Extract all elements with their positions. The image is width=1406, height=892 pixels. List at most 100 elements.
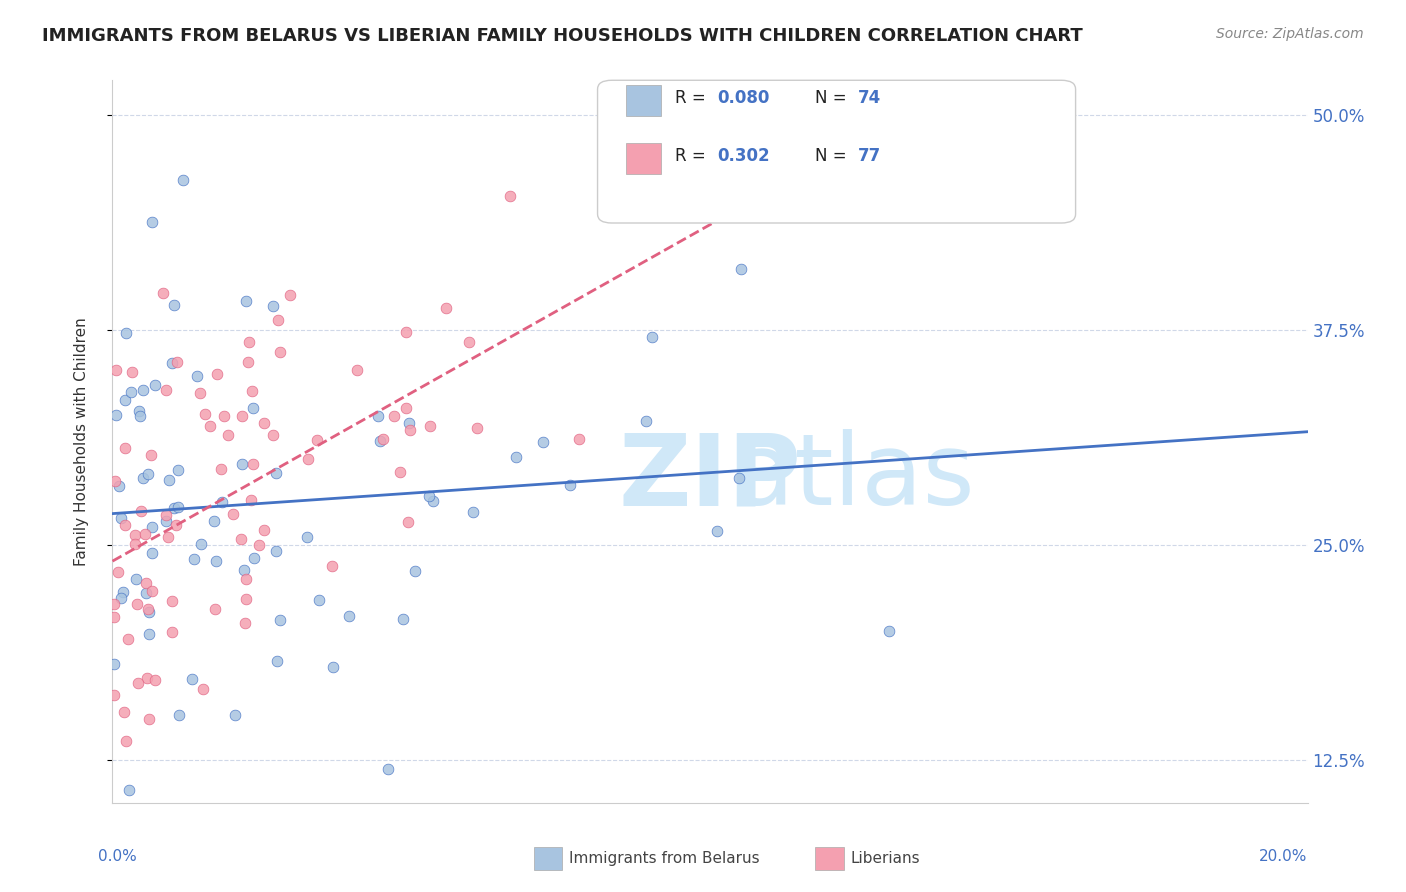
Point	[367, 409, 389, 424]
Point	[605, 202, 627, 217]
Point	[322, 659, 344, 673]
Point	[568, 432, 591, 446]
Point	[222, 507, 245, 521]
Point	[191, 682, 214, 697]
Point	[139, 448, 162, 462]
Point	[155, 384, 177, 398]
Point	[531, 435, 554, 450]
Point	[266, 654, 288, 668]
Y-axis label: Family Households with Children: Family Households with Children	[75, 318, 89, 566]
Point	[157, 473, 180, 487]
Text: Liberians: Liberians	[851, 852, 921, 866]
Point	[107, 479, 129, 493]
Point	[231, 457, 253, 471]
Point	[136, 601, 159, 615]
Point	[321, 558, 343, 573]
Point	[188, 386, 211, 401]
Point	[634, 414, 657, 428]
Point	[163, 298, 186, 312]
Point	[136, 671, 159, 685]
Point	[134, 527, 156, 541]
Point	[422, 493, 444, 508]
Point	[209, 462, 232, 476]
Point	[242, 401, 264, 415]
Point	[165, 518, 187, 533]
Point	[399, 423, 422, 437]
Point	[198, 419, 221, 434]
Point	[138, 626, 160, 640]
Text: N =: N =	[815, 89, 852, 107]
Point	[124, 528, 146, 542]
Point	[110, 591, 132, 605]
Point	[112, 705, 135, 719]
Point	[382, 409, 405, 423]
Point	[233, 616, 256, 631]
Point	[135, 575, 157, 590]
Point	[243, 551, 266, 566]
Point	[166, 355, 188, 369]
Text: 0.0%: 0.0%	[98, 849, 138, 863]
Point	[730, 261, 752, 276]
Point	[205, 554, 228, 568]
Point	[128, 409, 150, 423]
Point	[141, 214, 163, 228]
Point	[235, 293, 257, 308]
Point	[115, 733, 138, 747]
Point	[115, 326, 138, 340]
Point	[183, 552, 205, 566]
Point	[141, 546, 163, 560]
Point	[156, 530, 179, 544]
Text: N =: N =	[815, 147, 852, 165]
Text: ZIP: ZIP	[619, 429, 801, 526]
Point	[169, 707, 191, 722]
Text: 74: 74	[858, 89, 882, 107]
Point	[212, 409, 235, 424]
Point	[180, 673, 202, 687]
Text: 20.0%: 20.0%	[1260, 849, 1308, 863]
Text: 0.302: 0.302	[717, 147, 769, 165]
Point	[398, 416, 420, 430]
Point	[240, 384, 263, 399]
Point	[190, 537, 212, 551]
Point	[163, 501, 186, 516]
Point	[434, 301, 457, 315]
Point	[264, 467, 287, 481]
Point	[166, 500, 188, 514]
Point	[305, 434, 328, 448]
Point	[143, 377, 166, 392]
Point	[118, 782, 141, 797]
Point	[264, 544, 287, 558]
Point	[152, 286, 174, 301]
Point	[337, 608, 360, 623]
Point	[373, 432, 395, 446]
Point	[706, 524, 728, 538]
Point	[278, 287, 301, 301]
Point	[104, 474, 127, 488]
Point	[103, 688, 125, 702]
Point	[121, 365, 143, 379]
Point	[202, 514, 225, 528]
Point	[224, 707, 246, 722]
Point	[114, 442, 136, 456]
Point	[160, 594, 183, 608]
Point	[242, 457, 264, 471]
Point	[114, 393, 136, 408]
Point	[262, 299, 284, 313]
Point	[160, 625, 183, 640]
Point	[105, 409, 128, 423]
Point	[262, 428, 284, 442]
Point	[461, 505, 484, 519]
Text: Immigrants from Belarus: Immigrants from Belarus	[569, 852, 761, 866]
Point	[295, 530, 318, 544]
Point	[143, 673, 166, 688]
Point	[124, 537, 146, 551]
Point	[160, 356, 183, 370]
Text: 0.080: 0.080	[717, 89, 769, 107]
Point	[879, 624, 901, 638]
Point	[141, 519, 163, 533]
Point	[346, 363, 368, 377]
Point	[233, 563, 256, 577]
Point	[395, 401, 418, 415]
Point	[457, 334, 479, 349]
Point	[499, 189, 522, 203]
